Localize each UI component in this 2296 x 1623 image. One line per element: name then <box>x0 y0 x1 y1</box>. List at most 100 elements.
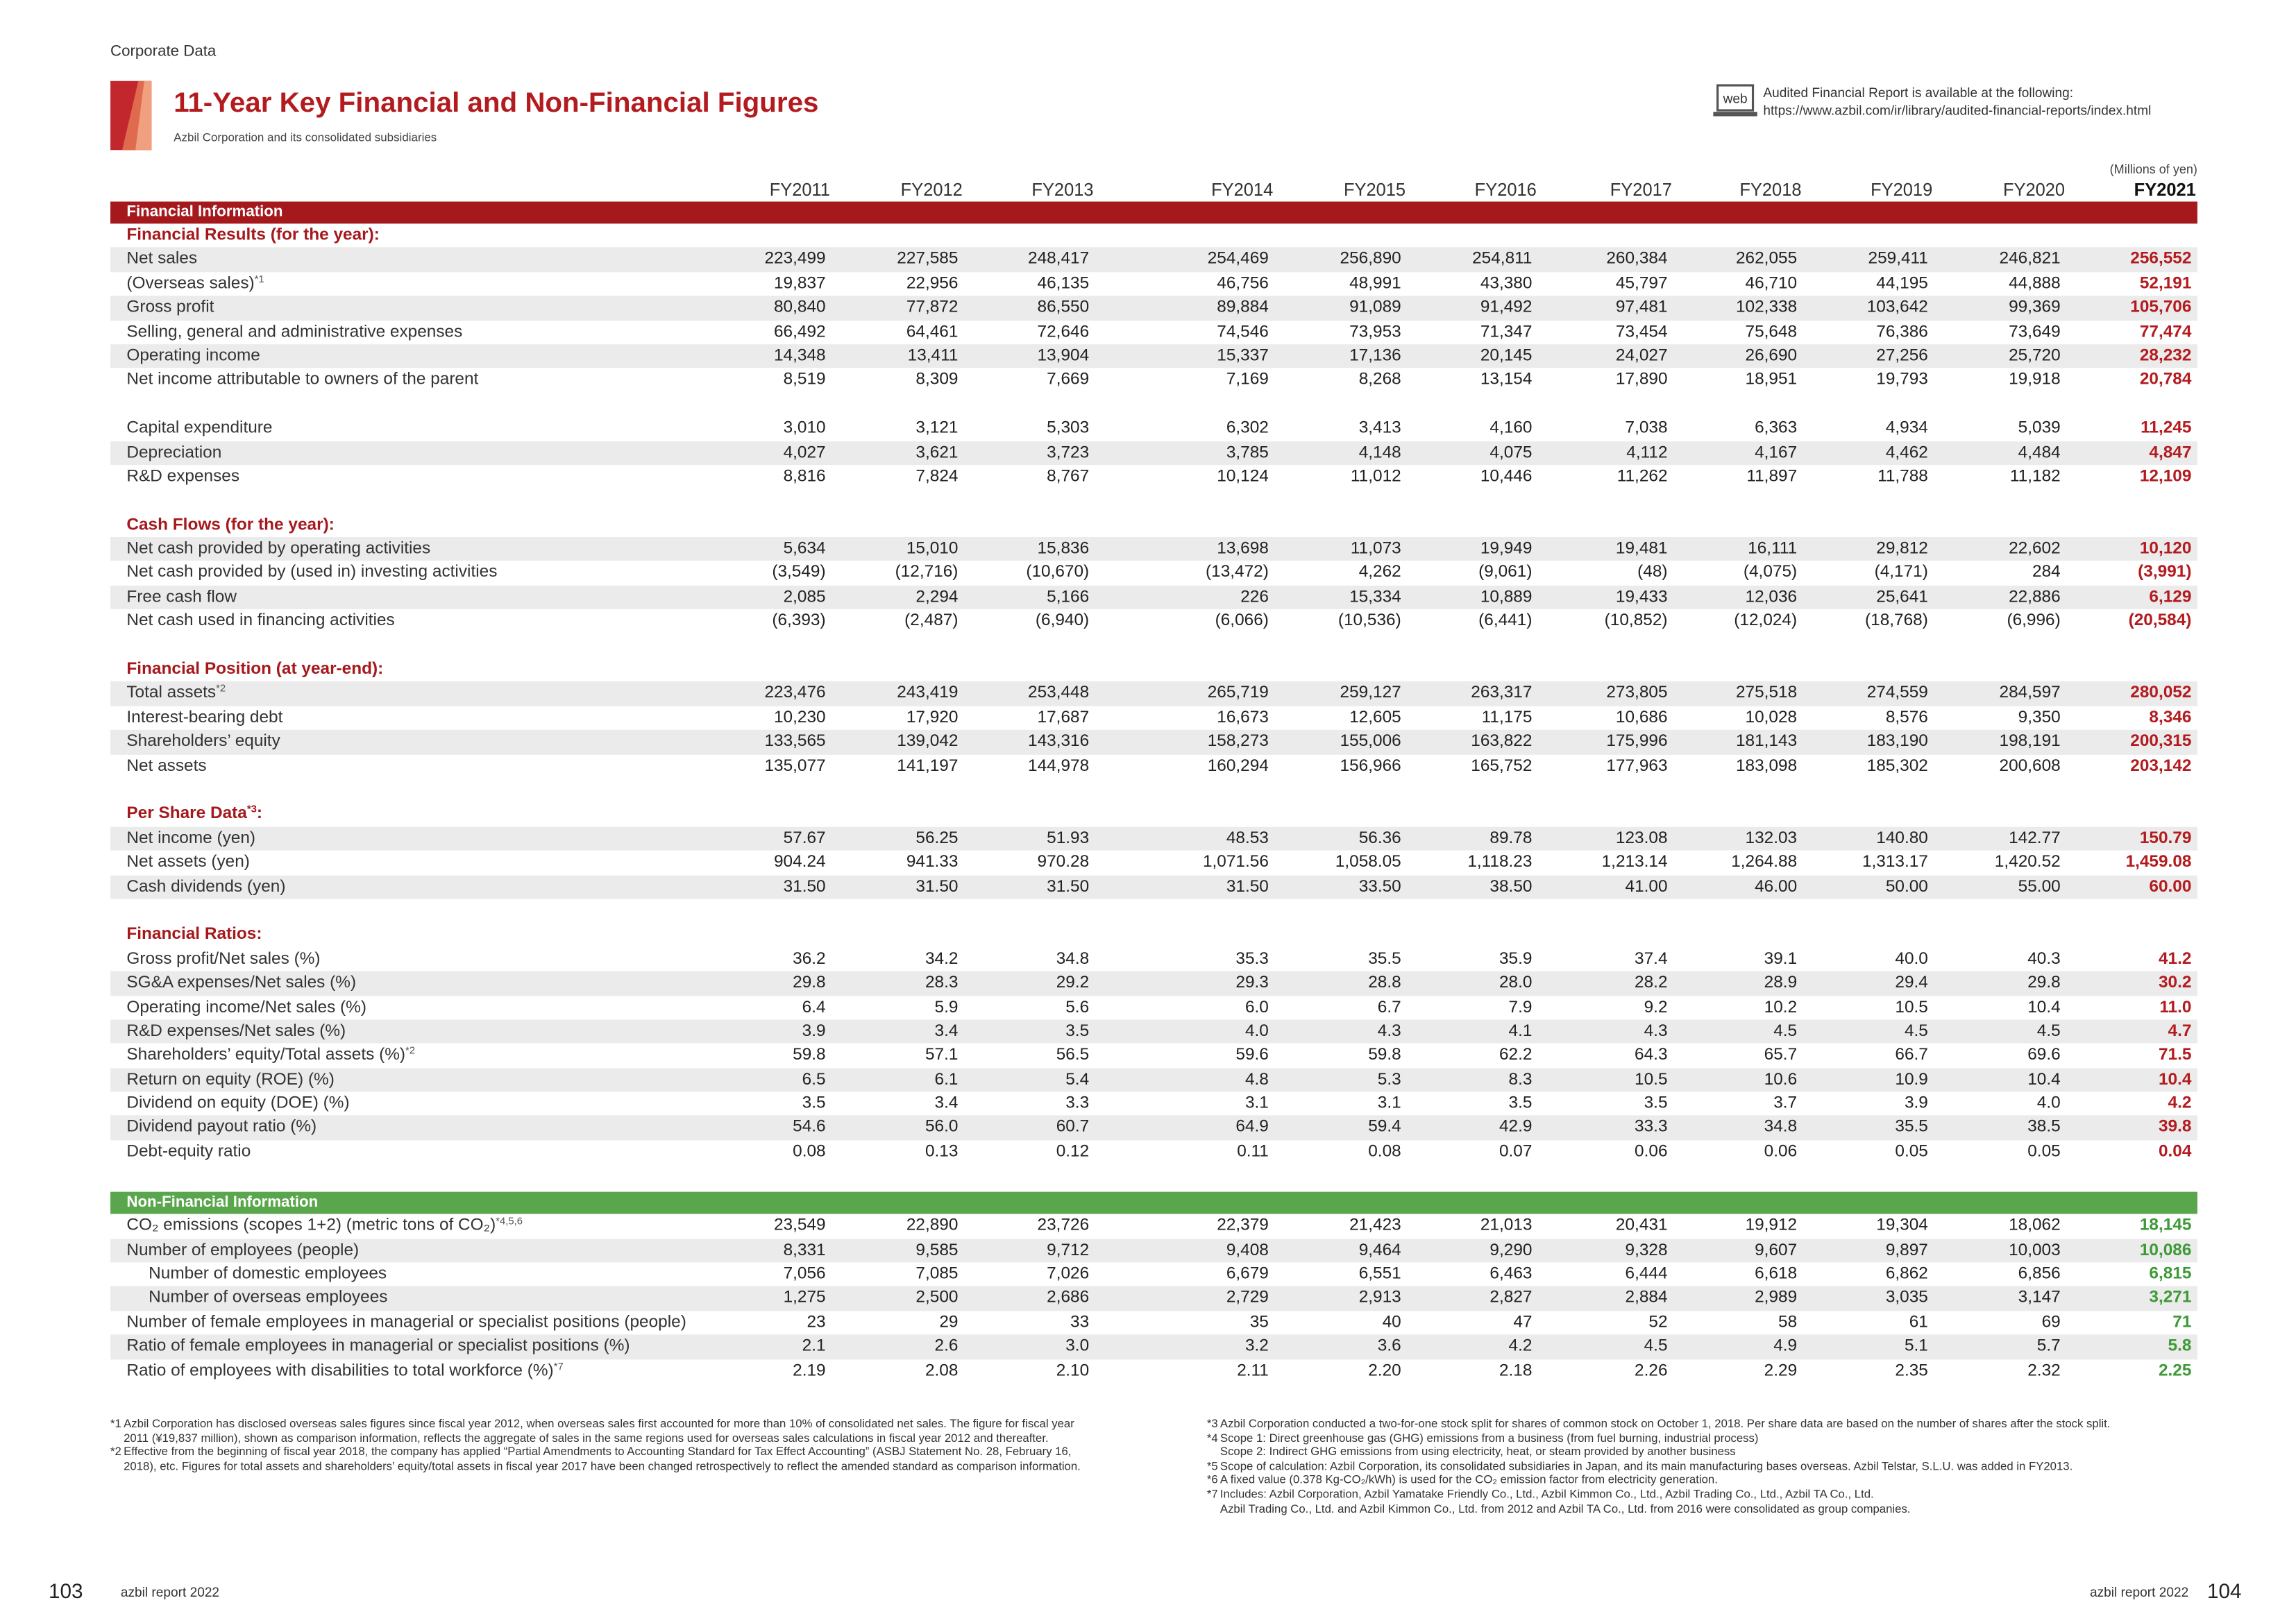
footnote-text: Includes: Azbil Corporation, Azbil Yamat… <box>1219 1487 1874 1501</box>
row-label: CO₂ emissions (scopes 1+2) (metric tons … <box>126 1214 523 1239</box>
value-cell: 40 <box>1382 1314 1401 1332</box>
value-cell: 2,827 <box>1489 1289 1533 1307</box>
value-cell: 64.3 <box>1635 1046 1668 1064</box>
spacer <box>110 634 2197 658</box>
value-cell: 1,313.17 <box>1862 853 1928 872</box>
column-label: FY2019 <box>1871 179 1933 201</box>
value-cell: 74,546 <box>1217 323 1269 341</box>
row-label: Net assets (yen) <box>126 851 250 875</box>
value-cell: 61 <box>1909 1314 1928 1332</box>
value-cell: 12,109 <box>2139 468 2192 486</box>
value-cell: 6,363 <box>1755 419 1798 438</box>
value-cell: 6,129 <box>2149 588 2192 606</box>
value-cell: 22,890 <box>906 1217 959 1235</box>
value-cell: 2.08 <box>925 1361 959 1380</box>
table-section: Financial Information Financial Results (… <box>110 201 2197 1164</box>
value-cell: 22,956 <box>906 275 959 293</box>
value-cell: 56.36 <box>1358 829 1401 847</box>
value-cell: 2,500 <box>915 1289 959 1307</box>
footnote-ref: *1 <box>254 275 264 285</box>
value-cell: 71 <box>2172 1314 2192 1332</box>
group-heading: Financial Position (at year-end): <box>126 658 383 682</box>
row-label-text: Interest-bearing debt <box>126 708 283 727</box>
value-cell: 2,085 <box>783 588 826 606</box>
value-cell: 2.32 <box>2027 1361 2061 1380</box>
value-cell: 1,071.56 <box>1202 853 1269 872</box>
value-cell: 259,411 <box>1868 250 1928 269</box>
value-cell: 175,996 <box>1606 733 1668 751</box>
value-cell: 5.3 <box>1377 1071 1401 1089</box>
row-label-text: Net cash provided by operating activitie… <box>126 540 431 558</box>
value-cell: 59.6 <box>1235 1046 1269 1064</box>
column-label: FY2018 <box>1739 179 1802 201</box>
value-cell: 6,618 <box>1755 1265 1798 1284</box>
column-label: FY2015 <box>1343 179 1406 201</box>
value-cell: 3,785 <box>1226 443 1269 461</box>
value-cell: 31.50 <box>783 877 826 896</box>
value-cell: 19,304 <box>1876 1217 1928 1235</box>
value-cell: 11,073 <box>1350 540 1401 558</box>
table-section: Non-Financial Information CO₂ emissions (… <box>110 1192 2197 1383</box>
row-label-text: Shareholders’ equity <box>126 733 280 751</box>
table-row: (Overseas sales)*1 19,837 22,956 46,135 46,7… <box>110 272 2197 296</box>
table-row: Net assets (yen) 904.24 941.33 970.28 1,071.… <box>110 851 2197 875</box>
value-cell: 9,607 <box>1755 1241 1798 1259</box>
column-header: FY2011 FY2012 FY2013 FY2014 FY2015 FY2016 FY20… <box>110 178 2197 202</box>
value-cell: 59.4 <box>1368 1119 1401 1137</box>
value-cell: (6,996) <box>2007 612 2061 631</box>
value-cell: 38.50 <box>1489 877 1533 896</box>
value-cell: 4.5 <box>2036 1022 2061 1040</box>
group-heading: Cash Flows (for the year): <box>126 513 334 537</box>
value-cell: 10.4 <box>2027 998 2061 1017</box>
value-cell: 31.50 <box>1047 877 1090 896</box>
value-cell: (9,061) <box>1478 564 1533 582</box>
value-cell: 51.93 <box>1047 829 1090 847</box>
value-cell: 1,213.14 <box>1601 853 1668 872</box>
value-cell: 2.26 <box>1635 1361 1668 1380</box>
value-cell: 3,147 <box>2018 1289 2061 1307</box>
row-label: Depreciation <box>126 441 221 465</box>
value-cell: 3.5 <box>1644 1094 1668 1113</box>
table-row: Interest-bearing debt 10,230 17,920 17,687 1… <box>110 706 2197 730</box>
row-label-text: Net cash used in financing activities <box>126 612 395 631</box>
value-cell: 5.6 <box>1065 998 1090 1017</box>
value-cell: 56.0 <box>925 1119 959 1137</box>
row-label-text: Net income (yen) <box>126 829 256 847</box>
value-cell: 2.19 <box>793 1361 826 1380</box>
value-cell: (6,940) <box>1035 612 1090 631</box>
value-cell: 3,621 <box>915 443 959 461</box>
row-label: Operating income <box>126 344 260 368</box>
value-cell: 6,463 <box>1489 1265 1533 1284</box>
value-cell: 223,499 <box>764 250 826 269</box>
footnote-text: Azbil Corporation has disclosed overseas… <box>124 1417 1074 1445</box>
table-row: Selling, general and administrative expe… <box>110 320 2197 344</box>
value-cell: 256,890 <box>1340 250 1401 269</box>
value-cell: 2.11 <box>1237 1361 1269 1380</box>
value-cell: 7,169 <box>1226 371 1269 389</box>
value-cell: 46,756 <box>1217 275 1269 293</box>
value-cell: 4,160 <box>1489 419 1533 438</box>
row-label-text: Net income attributable to owners of the… <box>126 371 479 389</box>
value-cell: 4,148 <box>1358 443 1401 461</box>
value-cell: 9,585 <box>915 1241 959 1259</box>
value-cell: 16,111 <box>1748 540 1798 558</box>
value-cell: 28,232 <box>2139 347 2192 365</box>
value-cell: 60.7 <box>1056 1119 1090 1137</box>
row-label: Gross profit/Net sales (%) <box>126 947 320 971</box>
value-cell: 10,003 <box>2009 1241 2061 1259</box>
value-cell: 60.00 <box>2149 877 2192 896</box>
value-cell: 18,145 <box>2139 1217 2192 1235</box>
footnote-mark: *7 <box>1206 1487 1218 1501</box>
footnotes-right: *3 Azbil Corporation conducted a two-for-… <box>1207 1417 2208 1515</box>
value-cell: 23,726 <box>1037 1217 1090 1235</box>
row-label: R&D expenses/Net sales (%) <box>126 1019 346 1044</box>
value-cell: 44,195 <box>1876 275 1928 293</box>
table-row: R&D expenses/Net sales (%) 3.9 3.4 3.5 4.0 4.… <box>110 1019 2197 1044</box>
group-heading-text: Financial Results (for the year): <box>126 226 380 245</box>
value-cell: 3.9 <box>1904 1094 1928 1113</box>
value-cell: 4.0 <box>1244 1022 1269 1040</box>
value-cell: 10.9 <box>1895 1071 1928 1089</box>
value-cell: 177,963 <box>1606 757 1668 775</box>
value-cell: 65.7 <box>1764 1046 1798 1064</box>
value-cell: 48.53 <box>1226 829 1269 847</box>
